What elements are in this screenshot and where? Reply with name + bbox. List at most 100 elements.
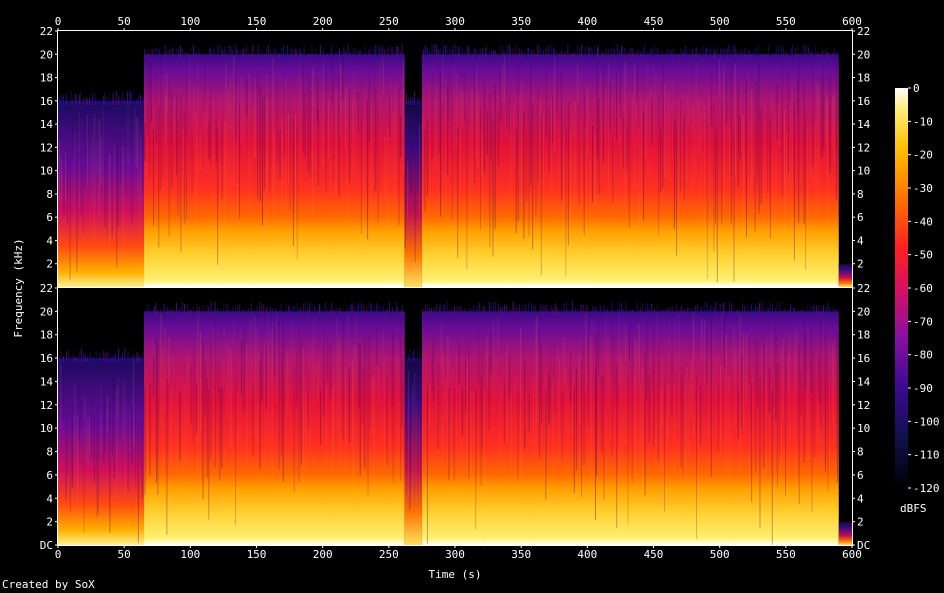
spectral-streak [484, 81, 485, 173]
spectral-streak [142, 151, 143, 193]
spectral-streak [646, 321, 648, 401]
spectral-streak [701, 318, 703, 363]
spectral-streak [522, 383, 524, 518]
spectral-edge [764, 54, 766, 59]
spectral-streak [388, 390, 390, 452]
spectral-edge [199, 306, 200, 316]
spectral-streak [530, 57, 532, 186]
spectral-edge [58, 96, 60, 105]
spectral-edge [669, 307, 670, 316]
spectral-streak [609, 82, 611, 131]
spectral-edge [554, 50, 556, 59]
spectral-edge [746, 305, 748, 316]
spectral-streak [536, 315, 538, 423]
spectral-streak [737, 81, 739, 187]
spectral-edge [675, 303, 677, 316]
spectral-streak [357, 91, 359, 132]
spectral-edge [307, 307, 309, 316]
spectral-edge [222, 49, 224, 59]
spectral-edge [787, 52, 789, 59]
spectral-edge [61, 95, 63, 105]
spectral-edge [497, 303, 499, 316]
spectral-edge [651, 304, 652, 316]
spectral-edge [246, 308, 247, 316]
spectral-edge [736, 49, 738, 59]
spectral-streak [184, 383, 186, 516]
spectral-edge [167, 307, 169, 316]
spectral-edge [660, 50, 662, 59]
spectral-edge [686, 49, 688, 59]
spectral-streak [82, 162, 84, 234]
spectral-streak [364, 334, 366, 469]
spectral-streak [818, 356, 820, 404]
spectral-streak [340, 335, 342, 469]
spectral-edge [89, 97, 91, 105]
spectral-streak [380, 386, 382, 441]
spectral-streak [656, 313, 658, 455]
spectral-streak [481, 133, 483, 274]
spectral-streak [414, 151, 416, 263]
spectral-edge [204, 54, 205, 59]
spectral-edge [716, 310, 718, 316]
x-tick-label: 500 [710, 15, 730, 28]
spectral-streak [102, 106, 104, 206]
spectral-streak [84, 395, 86, 461]
spectral-edge [459, 51, 461, 59]
spectral-streak [448, 74, 450, 123]
spectral-streak [257, 326, 259, 446]
spectral-edge [673, 48, 675, 59]
spectral-edge [763, 307, 765, 316]
spectral-edge [178, 310, 180, 316]
spectral-edge [369, 302, 371, 316]
spectral-edge [217, 308, 219, 316]
y-tick-label: 6 [46, 469, 53, 482]
spectral-edge [611, 302, 613, 316]
spectral-streak [292, 119, 294, 246]
spectral-edge [388, 47, 390, 59]
spectral-streak [168, 337, 170, 383]
spectral-edge [133, 91, 135, 105]
spectral-edge [640, 52, 642, 59]
spectral-edge [669, 49, 671, 59]
spectral-edge [708, 45, 710, 59]
spectral-edge [92, 93, 93, 105]
spectral-streak [117, 377, 119, 418]
spectral-edge [274, 49, 276, 59]
spectral-streak [149, 383, 151, 475]
spectral-streak [618, 313, 620, 380]
spectral-edge [534, 306, 536, 316]
spectral-streak [715, 355, 717, 442]
spectral-streak [613, 135, 615, 228]
spectral-streak [347, 311, 349, 355]
spectral-edge [479, 49, 481, 59]
spectral-streak [508, 354, 510, 398]
spectral-streak [376, 327, 378, 365]
spectral-streak [768, 367, 770, 413]
spectral-streak [182, 129, 184, 236]
spectral-edge [231, 310, 232, 316]
spectral-edge [340, 308, 341, 316]
spectral-edge [320, 44, 322, 59]
y-tick-label: 16 [857, 352, 870, 365]
spectral-edge [457, 306, 459, 316]
spectral-edge [384, 49, 386, 59]
spectral-streak [349, 368, 350, 443]
spectral-streak [463, 65, 465, 123]
spectral-edge [309, 302, 311, 316]
spectral-edge [678, 53, 680, 59]
spectral-streak [490, 331, 492, 372]
spectral-streak [156, 336, 157, 483]
spectral-streak [136, 117, 138, 169]
y-tick-label: 2 [46, 258, 53, 271]
spectral-streak [556, 78, 558, 116]
spectral-streak [338, 74, 340, 197]
spectral-edge [188, 54, 190, 59]
spectral-streak [353, 71, 355, 202]
spectral-edge [561, 309, 563, 316]
spectral-edge [94, 93, 96, 105]
spectral-streak [422, 114, 424, 168]
spectral-streak [523, 111, 525, 239]
spectral-streak [426, 385, 428, 544]
spectral-streak [213, 327, 215, 460]
spectral-edge [433, 306, 435, 316]
